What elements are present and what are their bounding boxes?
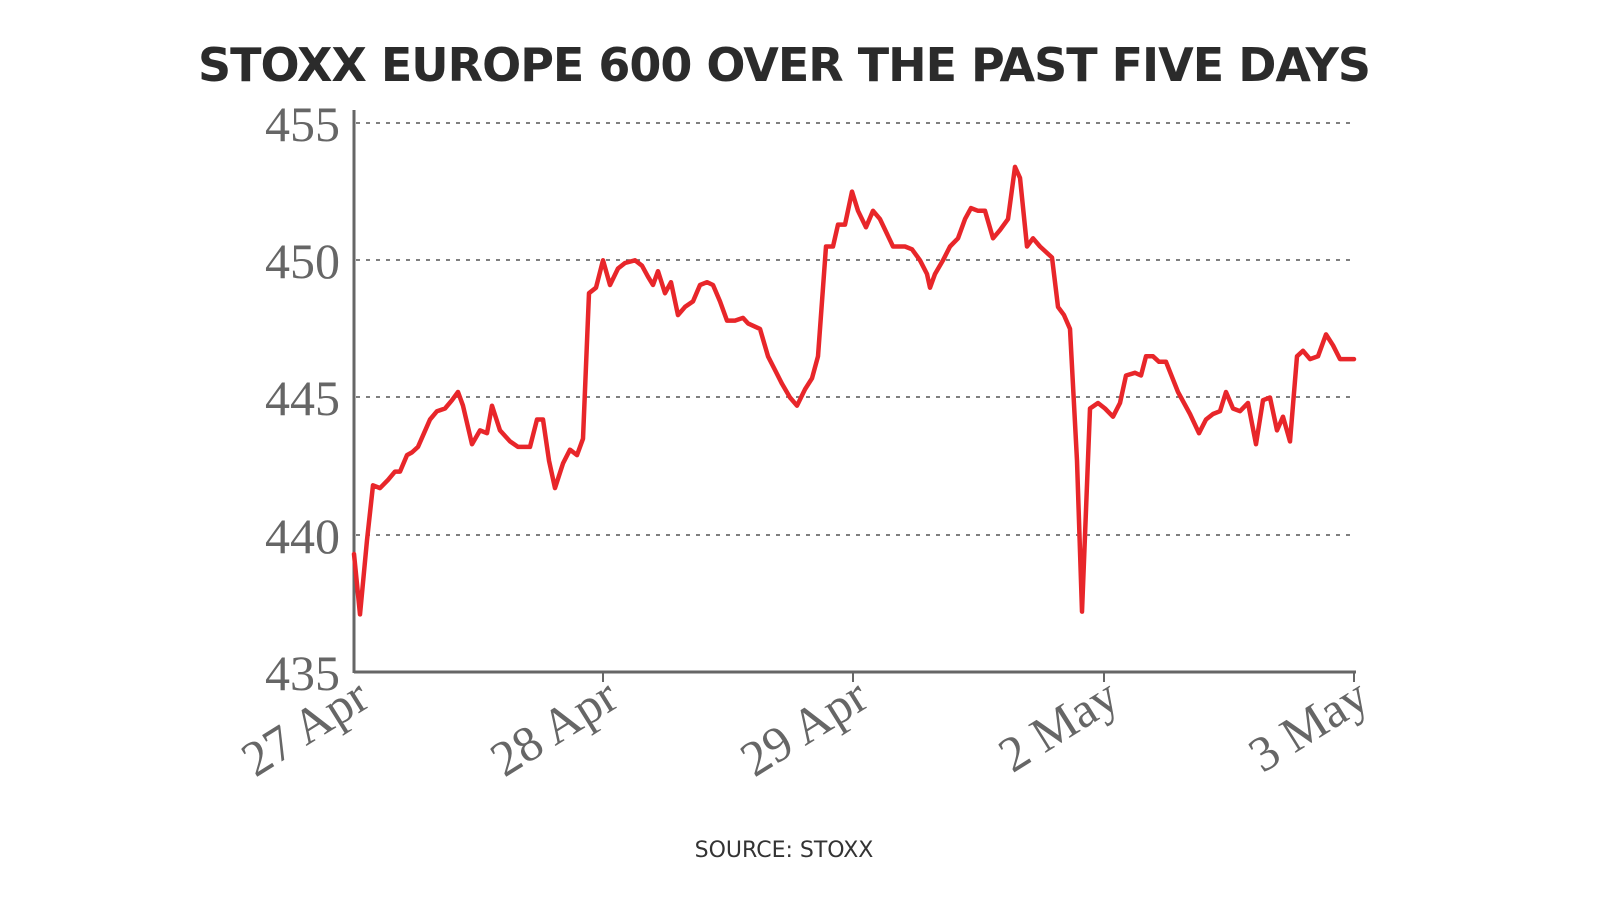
chart-title: STOXX EUROPE 600 OVER THE PAST FIVE DAYS <box>197 38 1371 92</box>
x-tick-label: 28 Apr <box>481 667 628 788</box>
x-axis-labels: 27 Apr 28 Apr 29 Apr 2 May 3 May <box>232 667 1378 788</box>
series-line-stoxx600 <box>351 164 1357 617</box>
y-tick-label: 435 <box>265 645 340 701</box>
x-tick-label: 3 May <box>1239 667 1378 783</box>
y-tick-label: 440 <box>265 508 340 564</box>
gridlines <box>356 122 1354 536</box>
x-tick-label: 2 May <box>989 667 1128 783</box>
y-tick-label: 455 <box>265 96 340 152</box>
y-tick-label: 445 <box>265 370 340 426</box>
axes <box>352 110 1356 682</box>
x-tick-label: 29 Apr <box>731 667 878 788</box>
y-tick-label: 450 <box>265 233 340 289</box>
y-axis-labels: 455 450 445 440 435 <box>265 96 340 701</box>
source-note: SOURCE: STOXX <box>694 838 874 863</box>
